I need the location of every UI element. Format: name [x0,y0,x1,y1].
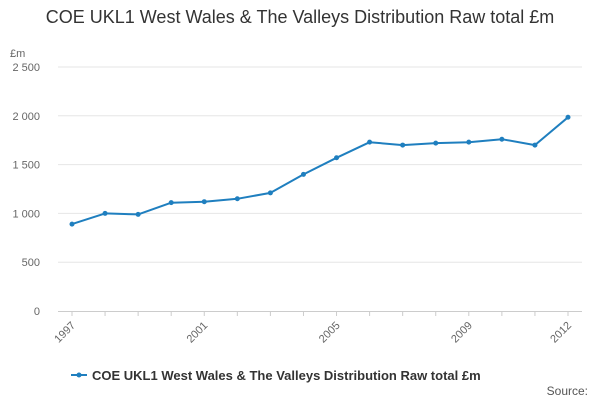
data-point [400,142,406,148]
series-layer [69,114,571,227]
source-label: Source: [547,384,588,398]
gridlines [58,66,582,263]
series-line [71,116,569,226]
x-tick-label: 2001 [185,320,211,346]
data-point [499,136,505,142]
data-point [69,221,75,227]
x-tick-label: 2009 [449,320,475,346]
data-point [466,139,472,145]
x-tick-label: 2012 [548,320,574,346]
y-tick-label: 0 [34,306,40,318]
y-tick-label: 2 000 [12,111,40,123]
data-point [234,196,240,202]
y-axis-unit-label: £m [10,48,25,60]
y-tick-label: 1 000 [12,208,40,220]
data-point [433,140,439,146]
data-point [334,155,340,161]
y-tick-label: 1 500 [12,160,40,172]
x-tick-label: 2005 [317,320,343,346]
axes: 0 500 1 000 1 500 2 000 2 500 £m 1997 2001 2005 20… [10,48,582,345]
y-tick-label: 2 500 [12,62,40,74]
data-point [168,200,174,206]
chart-title: COE UKL1 West Wales & The Valleys Distri… [45,7,555,27]
data-point [135,211,141,217]
data-point [102,210,108,216]
data-point [201,199,207,205]
x-tick-label: 1997 [52,320,78,346]
legend-point-symbol [76,372,82,378]
data-point [532,142,538,148]
data-point [565,114,571,120]
legend-item-label: COE UKL1 West Wales & The Valleys Distri… [92,368,481,383]
data-point [300,171,306,177]
data-point [367,139,373,145]
y-tick-label: 500 [22,257,40,269]
data-point [267,190,273,196]
legend[interactable]: COE UKL1 West Wales & The Valleys Distri… [71,368,481,383]
